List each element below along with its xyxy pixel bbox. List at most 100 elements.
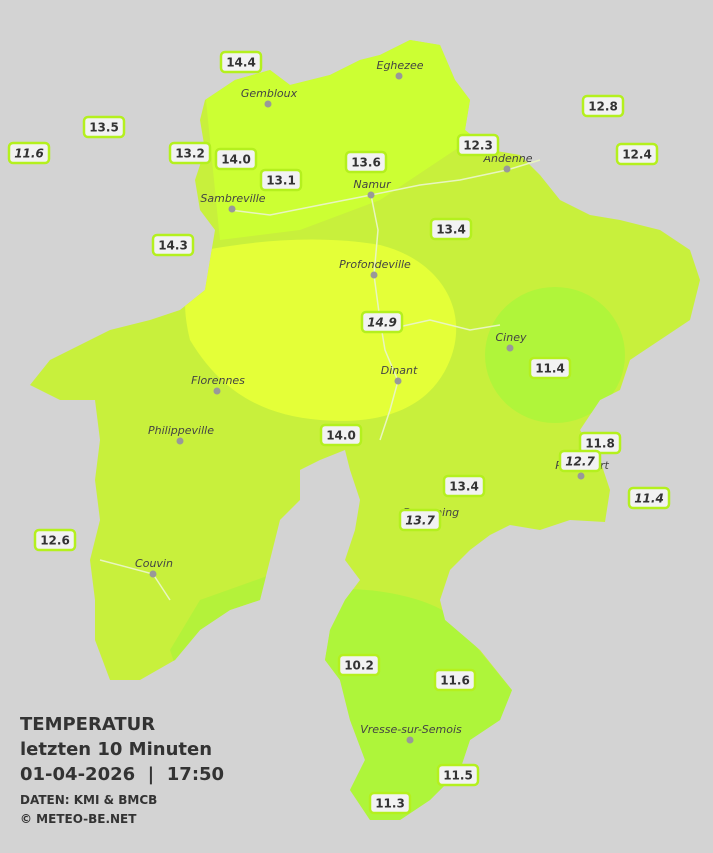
station: 14.0 — [214, 147, 258, 171]
station-value: 13.4 — [436, 223, 466, 237]
title: TEMPERATUR — [20, 714, 155, 735]
city-label: Eghezee — [377, 59, 424, 72]
city-label: Florennes — [191, 374, 245, 387]
station-box — [429, 217, 473, 241]
station-box — [151, 233, 195, 257]
station: 11.3 — [368, 791, 412, 815]
station-box — [368, 791, 412, 815]
station-value: 14.3 — [158, 239, 188, 253]
city-dot — [395, 72, 403, 80]
city-dot — [503, 165, 511, 173]
station-box — [360, 310, 404, 334]
station-value: 13.5 — [89, 121, 119, 135]
station-box — [33, 528, 77, 552]
station-value: 12.3 — [463, 139, 493, 153]
station-value: 11.4 — [535, 362, 565, 376]
station-box — [456, 133, 500, 157]
city-label: Namur — [353, 178, 392, 191]
station-value: 13.4 — [449, 480, 479, 494]
city-label: Philippeville — [148, 424, 214, 437]
city-dot — [228, 205, 236, 213]
station-box — [337, 653, 381, 677]
station-box — [627, 486, 671, 510]
station: 11.4 — [627, 486, 671, 510]
station-box — [259, 168, 303, 192]
station: 12.8 — [581, 94, 625, 118]
station: 13.6 — [344, 150, 388, 174]
station-value: 14.4 — [226, 56, 256, 70]
datetime: 01-04-2026 | 17:50 — [20, 764, 224, 785]
station: 11.4 — [528, 356, 572, 380]
source: DATEN: KMI & BMCB — [20, 793, 157, 807]
station-box — [219, 50, 263, 74]
station: 13.4 — [429, 217, 473, 241]
city-dot — [406, 736, 414, 744]
station: 13.2 — [168, 141, 212, 165]
station: 10.2 — [337, 653, 381, 677]
station-box — [442, 474, 486, 498]
station: 13.5 — [82, 115, 126, 139]
station-value: 12.6 — [40, 534, 70, 548]
station-value: 10.2 — [344, 659, 374, 673]
station-value: 11.3 — [375, 797, 405, 811]
warm-zone — [185, 239, 457, 421]
station-box — [168, 141, 212, 165]
station: 12.4 — [615, 142, 659, 166]
city-label: Dinant — [381, 364, 418, 377]
station-value: 11.5 — [443, 769, 473, 783]
city-label: Couvin — [135, 557, 173, 570]
station-value: 12.4 — [622, 148, 652, 162]
station: 11.6 — [7, 141, 51, 165]
station-box — [82, 115, 126, 139]
copyright: © METEO-BE.NET — [20, 812, 137, 826]
city-dot — [367, 191, 375, 199]
city-dot — [176, 437, 184, 445]
city-dot — [577, 472, 585, 480]
station-box — [7, 141, 51, 165]
station: 11.5 — [436, 763, 480, 787]
city-dot — [370, 271, 378, 279]
station-value: 11.8 — [585, 437, 615, 451]
city-label: Profondeville — [339, 258, 411, 271]
station-value: 14.0 — [326, 429, 356, 443]
subtitle: letzten 10 Minuten — [20, 739, 212, 760]
station-value: 11.6 — [440, 674, 470, 688]
station-box — [558, 449, 602, 473]
city-dot — [506, 344, 514, 352]
station-box — [433, 668, 477, 692]
station-box — [528, 356, 572, 380]
station-value: 12.8 — [588, 100, 618, 114]
station: 12.7 — [558, 449, 602, 473]
station: 11.6 — [433, 668, 477, 692]
station: 14.9 — [360, 310, 404, 334]
station-value: 11.6 — [14, 147, 44, 161]
station: 13.4 — [442, 474, 486, 498]
station-value: 13.7 — [405, 514, 435, 528]
station: 13.1 — [259, 168, 303, 192]
station: 14.4 — [219, 50, 263, 74]
station-box — [214, 147, 258, 171]
city-dot — [264, 100, 272, 108]
station-value: 13.1 — [266, 174, 296, 188]
city-label: Gembloux — [241, 87, 298, 100]
cool-zone — [485, 287, 625, 423]
station-box — [436, 763, 480, 787]
south-zone — [320, 589, 520, 820]
station-value: 13.6 — [351, 156, 381, 170]
city-dot — [213, 387, 221, 395]
station: 13.7 — [398, 508, 442, 532]
station-value: 12.7 — [565, 455, 595, 469]
station-value: 14.9 — [367, 316, 397, 330]
station-value: 14.0 — [221, 153, 251, 167]
station: 14.0 — [319, 423, 363, 447]
station: 12.3 — [456, 133, 500, 157]
city-dot — [149, 570, 157, 578]
city-label: Sambreville — [200, 192, 265, 205]
station-value: 13.2 — [175, 147, 205, 161]
station-box — [344, 150, 388, 174]
station-box — [398, 508, 442, 532]
station-box — [581, 94, 625, 118]
station: 12.6 — [33, 528, 77, 552]
city-label: Ciney — [496, 331, 527, 344]
